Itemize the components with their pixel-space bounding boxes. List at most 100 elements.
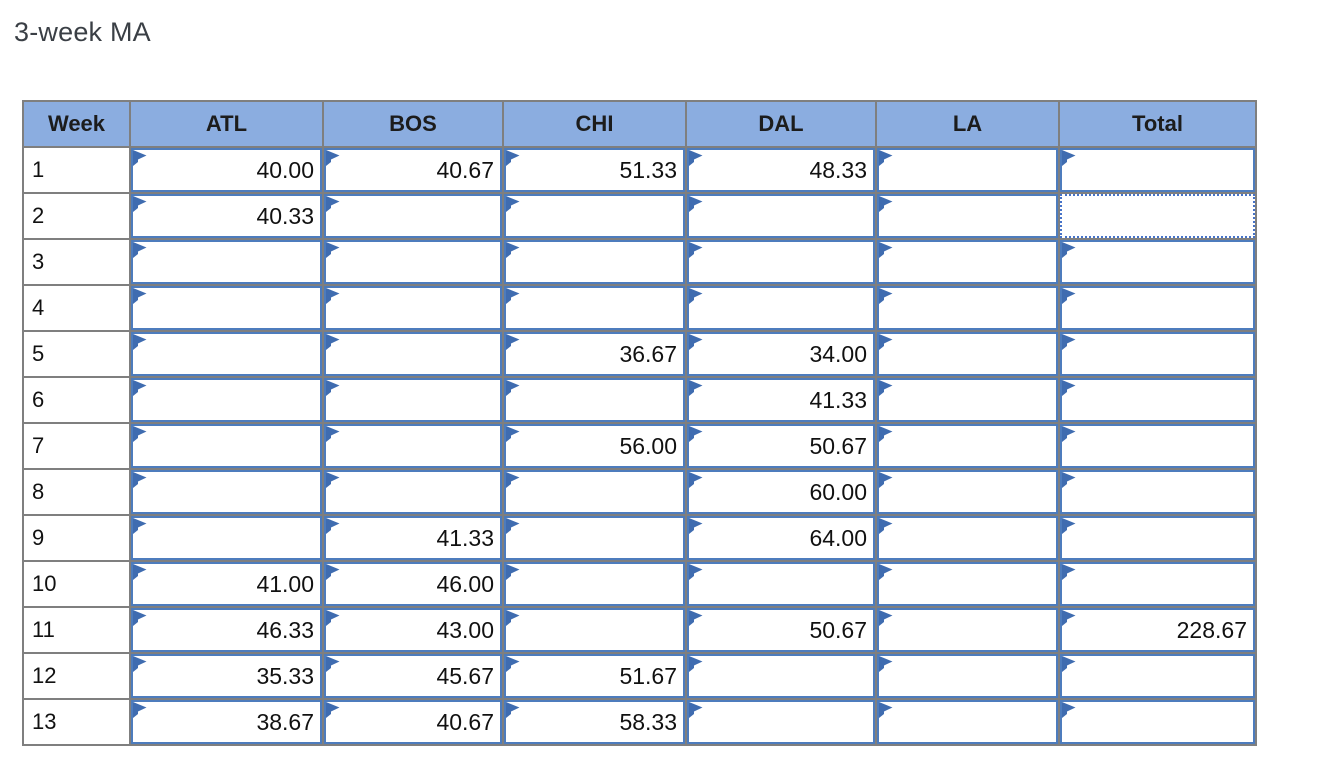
input-cell-week-9-la[interactable] [877, 516, 1058, 560]
input-cell-week-10-bos[interactable]: 46.00 [324, 562, 502, 606]
input-cell-week-6-total[interactable] [1060, 378, 1255, 422]
input-cell-week-5-dal[interactable]: 34.00 [687, 332, 875, 376]
input-cell-week-6-la[interactable] [877, 378, 1058, 422]
input-cell-week-11-dal[interactable]: 50.67 [687, 608, 875, 652]
input-cell-week-5-atl[interactable] [131, 332, 322, 376]
input-cell-week-12-la[interactable] [877, 654, 1058, 698]
input-cell-week-7-dal[interactable]: 50.67 [687, 424, 875, 468]
input-cell-week-1-la[interactable] [877, 148, 1058, 192]
input-cell-week-11-la[interactable] [877, 608, 1058, 652]
input-cell-week-1-total[interactable] [1060, 148, 1255, 192]
input-cell-week-13-dal[interactable] [687, 700, 875, 744]
input-cell-week-8-dal[interactable]: 60.00 [687, 470, 875, 514]
input-flag-icon [133, 610, 147, 626]
input-cell-week-5-bos[interactable] [324, 332, 502, 376]
cell-value: 40.67 [436, 156, 494, 183]
cell-week-5-bos [322, 330, 504, 378]
input-cell-week-1-dal[interactable]: 48.33 [687, 148, 875, 192]
cell-week-5-dal: 34.00 [685, 330, 877, 378]
row-label-week-2: 2 [22, 192, 131, 240]
input-cell-week-7-la[interactable] [877, 424, 1058, 468]
input-cell-week-6-dal[interactable]: 41.33 [687, 378, 875, 422]
cell-value: 40.00 [256, 156, 314, 183]
input-cell-week-10-la[interactable] [877, 562, 1058, 606]
input-cell-week-9-chi[interactable] [504, 516, 685, 560]
input-cell-week-8-atl[interactable] [131, 470, 322, 514]
input-cell-week-1-bos[interactable]: 40.67 [324, 148, 502, 192]
input-cell-week-4-total[interactable] [1060, 286, 1255, 330]
table-row-week-9: 9 41.33 64.00 [22, 514, 1257, 562]
input-cell-week-12-atl[interactable]: 35.33 [131, 654, 322, 698]
input-cell-week-5-chi[interactable]: 36.67 [504, 332, 685, 376]
input-cell-week-8-total[interactable] [1060, 470, 1255, 514]
input-cell-week-10-chi[interactable] [504, 562, 685, 606]
input-cell-week-13-atl[interactable]: 38.67 [131, 700, 322, 744]
input-cell-week-3-total[interactable] [1060, 240, 1255, 284]
input-cell-week-9-bos[interactable]: 41.33 [324, 516, 502, 560]
input-flag-icon [1062, 564, 1076, 580]
input-cell-week-7-chi[interactable]: 56.00 [504, 424, 685, 468]
input-cell-week-2-bos[interactable] [324, 194, 502, 238]
input-cell-week-6-atl[interactable] [131, 378, 322, 422]
row-label-week-5: 5 [22, 330, 131, 378]
cell-week-4-chi [502, 284, 687, 332]
input-cell-week-10-atl[interactable]: 41.00 [131, 562, 322, 606]
input-cell-week-12-bos[interactable]: 45.67 [324, 654, 502, 698]
input-cell-week-9-total[interactable] [1060, 516, 1255, 560]
input-cell-week-3-atl[interactable] [131, 240, 322, 284]
input-cell-week-12-dal[interactable] [687, 654, 875, 698]
input-cell-week-11-chi[interactable] [504, 608, 685, 652]
column-header-bos: BOS [322, 100, 504, 148]
selected-input-cell[interactable] [1060, 194, 1255, 238]
cell-value: 51.67 [619, 662, 677, 689]
input-cell-week-3-bos[interactable] [324, 240, 502, 284]
input-cell-week-2-la[interactable] [877, 194, 1058, 238]
input-cell-week-13-bos[interactable]: 40.67 [324, 700, 502, 744]
input-cell-week-4-bos[interactable] [324, 286, 502, 330]
input-cell-week-5-total[interactable] [1060, 332, 1255, 376]
input-cell-week-10-total[interactable] [1060, 562, 1255, 606]
column-header-dal: DAL [685, 100, 877, 148]
cell-week-12-total [1058, 652, 1257, 700]
input-cell-week-4-la[interactable] [877, 286, 1058, 330]
cell-value: 56.00 [619, 432, 677, 459]
cell-week-8-la [875, 468, 1060, 516]
input-cell-week-13-total[interactable] [1060, 700, 1255, 744]
input-cell-week-13-chi[interactable]: 58.33 [504, 700, 685, 744]
input-cell-week-11-atl[interactable]: 46.33 [131, 608, 322, 652]
input-cell-week-7-total[interactable] [1060, 424, 1255, 468]
input-cell-week-3-dal[interactable] [687, 240, 875, 284]
input-cell-week-4-atl[interactable] [131, 286, 322, 330]
input-cell-week-3-la[interactable] [877, 240, 1058, 284]
input-cell-week-6-chi[interactable] [504, 378, 685, 422]
input-flag-icon [326, 472, 340, 488]
input-cell-week-7-atl[interactable] [131, 424, 322, 468]
input-cell-week-13-la[interactable] [877, 700, 1058, 744]
input-cell-week-10-dal[interactable] [687, 562, 875, 606]
input-cell-week-11-total[interactable]: 228.67 [1060, 608, 1255, 652]
input-cell-week-8-chi[interactable] [504, 470, 685, 514]
input-cell-week-12-total[interactable] [1060, 654, 1255, 698]
input-cell-week-5-la[interactable] [877, 332, 1058, 376]
cell-week-2-total [1058, 192, 1257, 240]
input-cell-week-6-bos[interactable] [324, 378, 502, 422]
input-cell-week-1-chi[interactable]: 51.33 [504, 148, 685, 192]
cell-value: 35.33 [256, 662, 314, 689]
input-cell-week-4-chi[interactable] [504, 286, 685, 330]
input-cell-week-1-atl[interactable]: 40.00 [131, 148, 322, 192]
input-cell-week-8-la[interactable] [877, 470, 1058, 514]
input-cell-week-2-chi[interactable] [504, 194, 685, 238]
input-cell-week-8-bos[interactable] [324, 470, 502, 514]
input-cell-week-2-dal[interactable] [687, 194, 875, 238]
input-flag-icon [879, 196, 893, 212]
input-flag-icon [1062, 334, 1076, 350]
input-cell-week-2-atl[interactable]: 40.33 [131, 194, 322, 238]
input-cell-week-4-dal[interactable] [687, 286, 875, 330]
input-cell-week-7-bos[interactable] [324, 424, 502, 468]
input-cell-week-9-atl[interactable] [131, 516, 322, 560]
input-cell-week-12-chi[interactable]: 51.67 [504, 654, 685, 698]
input-cell-week-9-dal[interactable]: 64.00 [687, 516, 875, 560]
input-cell-week-3-chi[interactable] [504, 240, 685, 284]
input-cell-week-11-bos[interactable]: 43.00 [324, 608, 502, 652]
cell-week-8-dal: 60.00 [685, 468, 877, 516]
